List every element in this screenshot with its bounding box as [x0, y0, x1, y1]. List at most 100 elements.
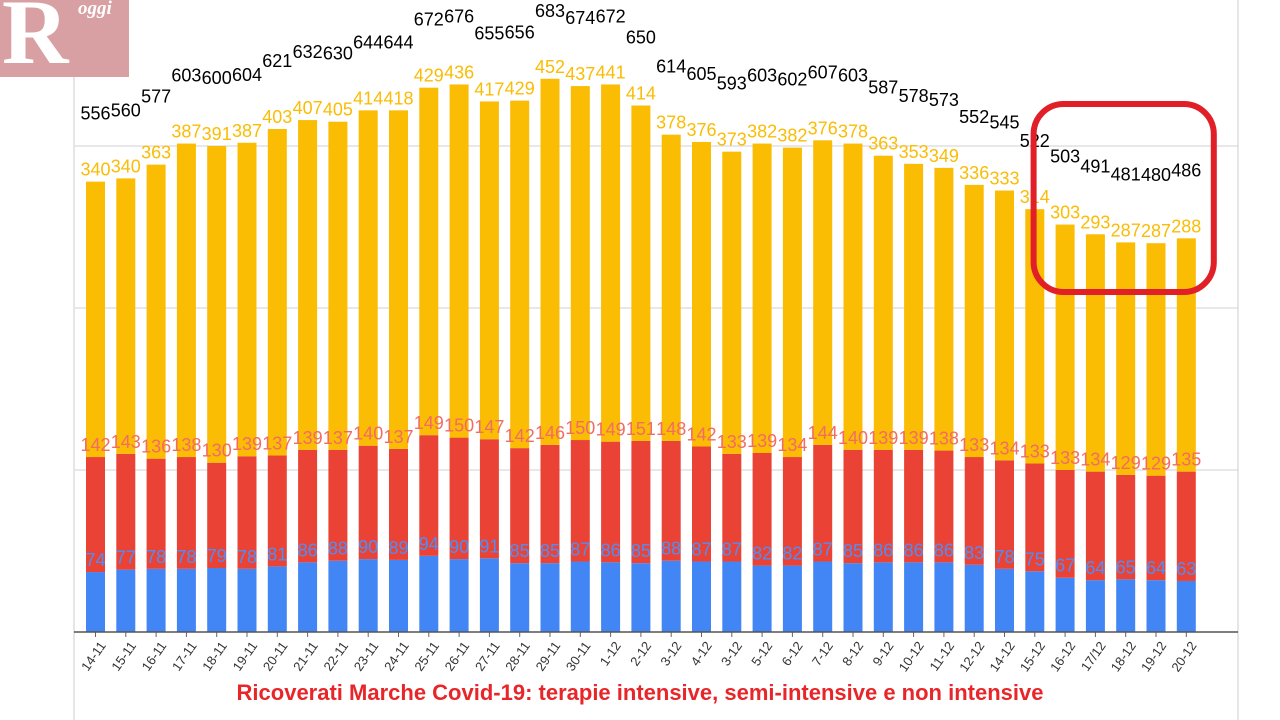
bar-non-intensive [570, 86, 590, 441]
label-semi-intensive: 134 [777, 435, 807, 455]
label-non-intensive: 417 [474, 79, 504, 99]
bar-semi-intensive [1085, 471, 1105, 581]
bar-semi-intensive [813, 444, 833, 562]
bar-intensive [873, 562, 893, 632]
label-non-intensive: 414 [626, 84, 656, 104]
bar-intensive [782, 565, 802, 632]
label-semi-intensive: 133 [1050, 448, 1080, 468]
x-tick-label: 30-11 [563, 639, 594, 674]
label-intensive: 85 [631, 541, 651, 561]
label-non-intensive: 441 [596, 62, 626, 82]
bar-non-intensive [146, 164, 166, 459]
label-total: 655 [474, 23, 504, 43]
bar-intensive [207, 568, 227, 632]
bar-intensive [540, 563, 560, 632]
chart-caption: Ricoverati Marche Covid-19: terapie inte… [236, 680, 1044, 705]
label-total: 614 [656, 57, 686, 77]
bar-non-intensive [86, 181, 105, 458]
label-total: 630 [323, 44, 353, 64]
bar-non-intensive [1146, 243, 1166, 476]
x-axis: 14-11 15-11 16-11 17-11 18-11 19-11 20-11 21-11… [74, 631, 1238, 675]
bar-non-intensive [358, 110, 378, 446]
bar-non-intensive [328, 121, 348, 450]
x-tick-label: 18-11 [199, 639, 230, 674]
bar-non-intensive [116, 178, 136, 454]
bar-semi-intensive [1146, 475, 1166, 581]
bar-intensive [601, 562, 621, 632]
label-semi-intensive: 150 [444, 416, 474, 436]
bar-non-intensive [298, 120, 318, 450]
label-total: 676 [444, 6, 474, 26]
label-non-intensive: 382 [747, 122, 777, 142]
label-semi-intensive: 136 [141, 437, 171, 457]
label-semi-intensive: 137 [383, 427, 413, 447]
x-tick-label: 29-11 [533, 639, 564, 674]
label-intensive: 64 [1146, 558, 1166, 578]
label-total: 573 [929, 90, 959, 110]
label-semi-intensive: 133 [959, 435, 989, 455]
label-intensive: 87 [722, 540, 742, 560]
label-intensive: 90 [358, 537, 378, 557]
label-intensive: 86 [904, 540, 924, 560]
bar-non-intensive [722, 151, 742, 454]
label-non-intensive: 363 [868, 134, 898, 154]
label-total: 602 [777, 70, 807, 90]
x-tick-label: 11-12 [926, 639, 957, 674]
label-non-intensive: 373 [717, 130, 747, 150]
bar-non-intensive [964, 184, 984, 458]
bar-non-intensive [904, 163, 924, 450]
bar-non-intensive [540, 78, 560, 445]
label-total: 607 [808, 62, 838, 82]
bar-semi-intensive [661, 440, 681, 561]
x-tick-label: 4-12 [688, 639, 715, 669]
label-non-intensive: 407 [293, 98, 323, 118]
bar-semi-intensive [358, 445, 378, 560]
label-intensive: 85 [843, 541, 863, 561]
label-total: 560 [111, 100, 141, 120]
label-total: 587 [868, 78, 898, 98]
bar-semi-intensive [782, 457, 802, 566]
label-intensive: 78 [176, 547, 196, 567]
x-tick-label: 22-11 [320, 639, 351, 674]
bar-semi-intensive [1116, 474, 1136, 580]
bar-non-intensive [631, 105, 651, 441]
label-non-intensive: 405 [323, 100, 353, 120]
bar-non-intensive [1085, 234, 1105, 472]
label-total: 600 [202, 68, 232, 88]
label-non-intensive: 376 [808, 118, 838, 138]
label-semi-intensive: 133 [717, 432, 747, 452]
x-tick-label: 10-12 [896, 639, 927, 675]
label-non-intensive: 414 [353, 88, 383, 108]
bar-semi-intensive [176, 457, 196, 569]
label-semi-intensive: 142 [80, 435, 110, 455]
label-total: 577 [141, 87, 171, 107]
x-tick-label: 3-12 [657, 639, 684, 669]
x-tick-label: 16-11 [139, 639, 170, 674]
bar-semi-intensive [1176, 471, 1196, 581]
bar-intensive [570, 561, 590, 632]
bar-non-intensive [813, 140, 833, 445]
label-total: 632 [293, 42, 323, 62]
bar-semi-intensive [873, 449, 893, 563]
bar-non-intensive [752, 143, 772, 453]
x-tick-label: 17-11 [169, 639, 200, 674]
x-tick-label: 7-12 [809, 639, 836, 669]
label-semi-intensive: 134 [1080, 450, 1110, 470]
label-intensive: 64 [1085, 558, 1105, 578]
highlight-box [1030, 101, 1217, 295]
x-tick-label: 6-12 [778, 639, 805, 669]
bar-semi-intensive [510, 448, 530, 564]
label-semi-intensive: 137 [323, 428, 353, 448]
bar-non-intensive [1116, 242, 1136, 475]
bar-semi-intensive [86, 457, 105, 573]
bar-non-intensive [843, 143, 863, 450]
label-intensive: 82 [782, 544, 802, 564]
label-total: 656 [505, 23, 535, 43]
label-total: 556 [80, 104, 110, 124]
x-tick-label: 19-11 [230, 639, 261, 674]
bar-non-intensive [934, 167, 954, 451]
label-non-intensive: 378 [656, 113, 686, 133]
label-intensive: 86 [298, 540, 318, 560]
x-tick-label: 3-12 [718, 639, 745, 669]
x-tick-label: 1-12 [597, 639, 624, 669]
